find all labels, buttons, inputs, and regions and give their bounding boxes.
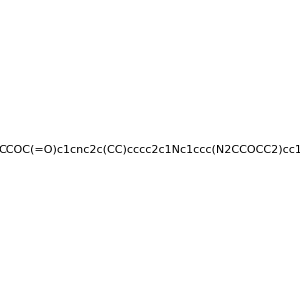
Text: CCOC(=O)c1cnc2c(CC)cccc2c1Nc1ccc(N2CCOCC2)cc1: CCOC(=O)c1cnc2c(CC)cccc2c1Nc1ccc(N2CCOCC… xyxy=(0,145,300,155)
